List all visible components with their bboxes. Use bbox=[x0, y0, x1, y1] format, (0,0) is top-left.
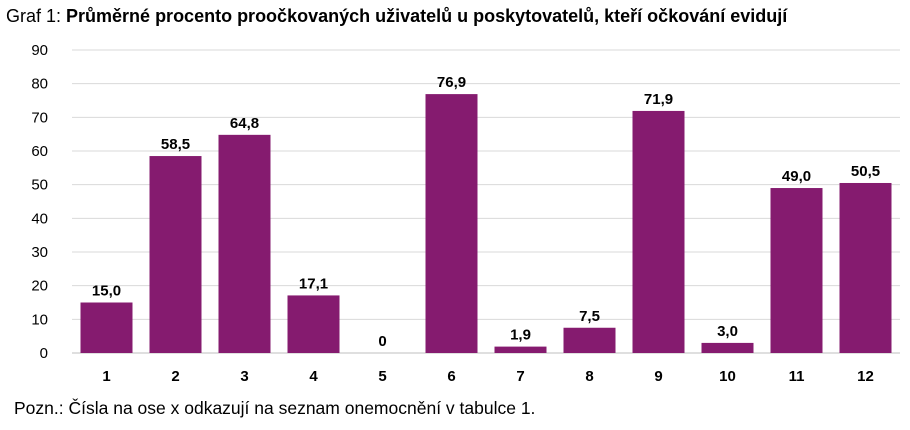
chart-title: Graf 1: Průměrné procento proočkovaných … bbox=[6, 6, 787, 27]
bar-9 bbox=[632, 110, 685, 353]
data-label-4: 17,1 bbox=[299, 275, 328, 292]
bar-8 bbox=[563, 327, 616, 353]
y-tick-label: 30 bbox=[31, 244, 48, 261]
x-tick-label-1: 1 bbox=[102, 368, 110, 385]
data-labels: 15,0 58,5 64,8 17,1 0 76,9 1,9 7,5 71,9 3,0 49,0 50… bbox=[92, 74, 880, 350]
bar-chart: 0 10 20 30 40 50 60 70 80 90 15,0 58,5 64,8 17,1 0 76,… bbox=[31, 42, 900, 385]
x-tick-label-7: 7 bbox=[516, 368, 524, 385]
x-tick-label-6: 6 bbox=[447, 368, 455, 385]
x-tick-label-9: 9 bbox=[654, 368, 662, 385]
bar-3 bbox=[218, 134, 271, 353]
y-tick-label: 70 bbox=[31, 109, 48, 126]
bars bbox=[80, 94, 892, 353]
y-tick-label: 0 bbox=[40, 345, 48, 362]
data-label-8: 7,5 bbox=[579, 308, 600, 325]
bar-4 bbox=[287, 295, 340, 353]
chart-note: Pozn.: Čísla na ose x odkazují na seznam… bbox=[14, 398, 536, 418]
y-tick-label: 50 bbox=[31, 177, 48, 194]
x-tick-label-8: 8 bbox=[585, 368, 593, 385]
data-label-10: 3,0 bbox=[717, 323, 738, 340]
x-tick-label-3: 3 bbox=[240, 368, 248, 385]
y-tick-label: 60 bbox=[31, 143, 48, 160]
y-tick-label: 10 bbox=[31, 311, 48, 328]
y-tick-label: 40 bbox=[31, 210, 48, 227]
x-tick-label-2: 2 bbox=[171, 368, 179, 385]
bar-12 bbox=[839, 182, 892, 353]
data-label-6: 76,9 bbox=[437, 74, 466, 91]
bar-7 bbox=[494, 346, 547, 353]
data-label-11: 49,0 bbox=[782, 168, 811, 185]
data-label-12: 50,5 bbox=[851, 163, 880, 180]
y-tick-label: 90 bbox=[31, 42, 48, 59]
chart-title-text: Průměrné procento proočkovaných uživatel… bbox=[66, 6, 788, 26]
bar-6 bbox=[425, 94, 478, 353]
data-label-3: 64,8 bbox=[230, 115, 259, 132]
bar-10 bbox=[701, 342, 754, 353]
y-axis: 0 10 20 30 40 50 60 70 80 90 bbox=[31, 42, 48, 362]
data-label-2: 58,5 bbox=[161, 136, 190, 153]
x-axis: 1 2 3 4 5 6 7 8 9 10 11 12 bbox=[102, 368, 874, 385]
x-tick-label-11: 11 bbox=[789, 368, 805, 385]
gridlines bbox=[72, 49, 900, 354]
bar-2 bbox=[149, 156, 202, 353]
data-label-5: 0 bbox=[378, 333, 386, 350]
x-tick-label-12: 12 bbox=[857, 368, 874, 385]
y-tick-label: 80 bbox=[31, 76, 48, 93]
x-tick-label-10: 10 bbox=[719, 368, 736, 385]
data-label-7: 1,9 bbox=[510, 327, 531, 344]
y-tick-label: 20 bbox=[31, 278, 48, 295]
data-label-9: 71,9 bbox=[644, 91, 673, 108]
x-tick-label-5: 5 bbox=[378, 368, 386, 385]
x-tick-label-4: 4 bbox=[309, 368, 318, 385]
data-label-1: 15,0 bbox=[92, 283, 121, 300]
bar-11 bbox=[770, 188, 823, 353]
bar-1 bbox=[80, 302, 133, 353]
chart-title-prefix: Graf 1: bbox=[6, 6, 67, 26]
